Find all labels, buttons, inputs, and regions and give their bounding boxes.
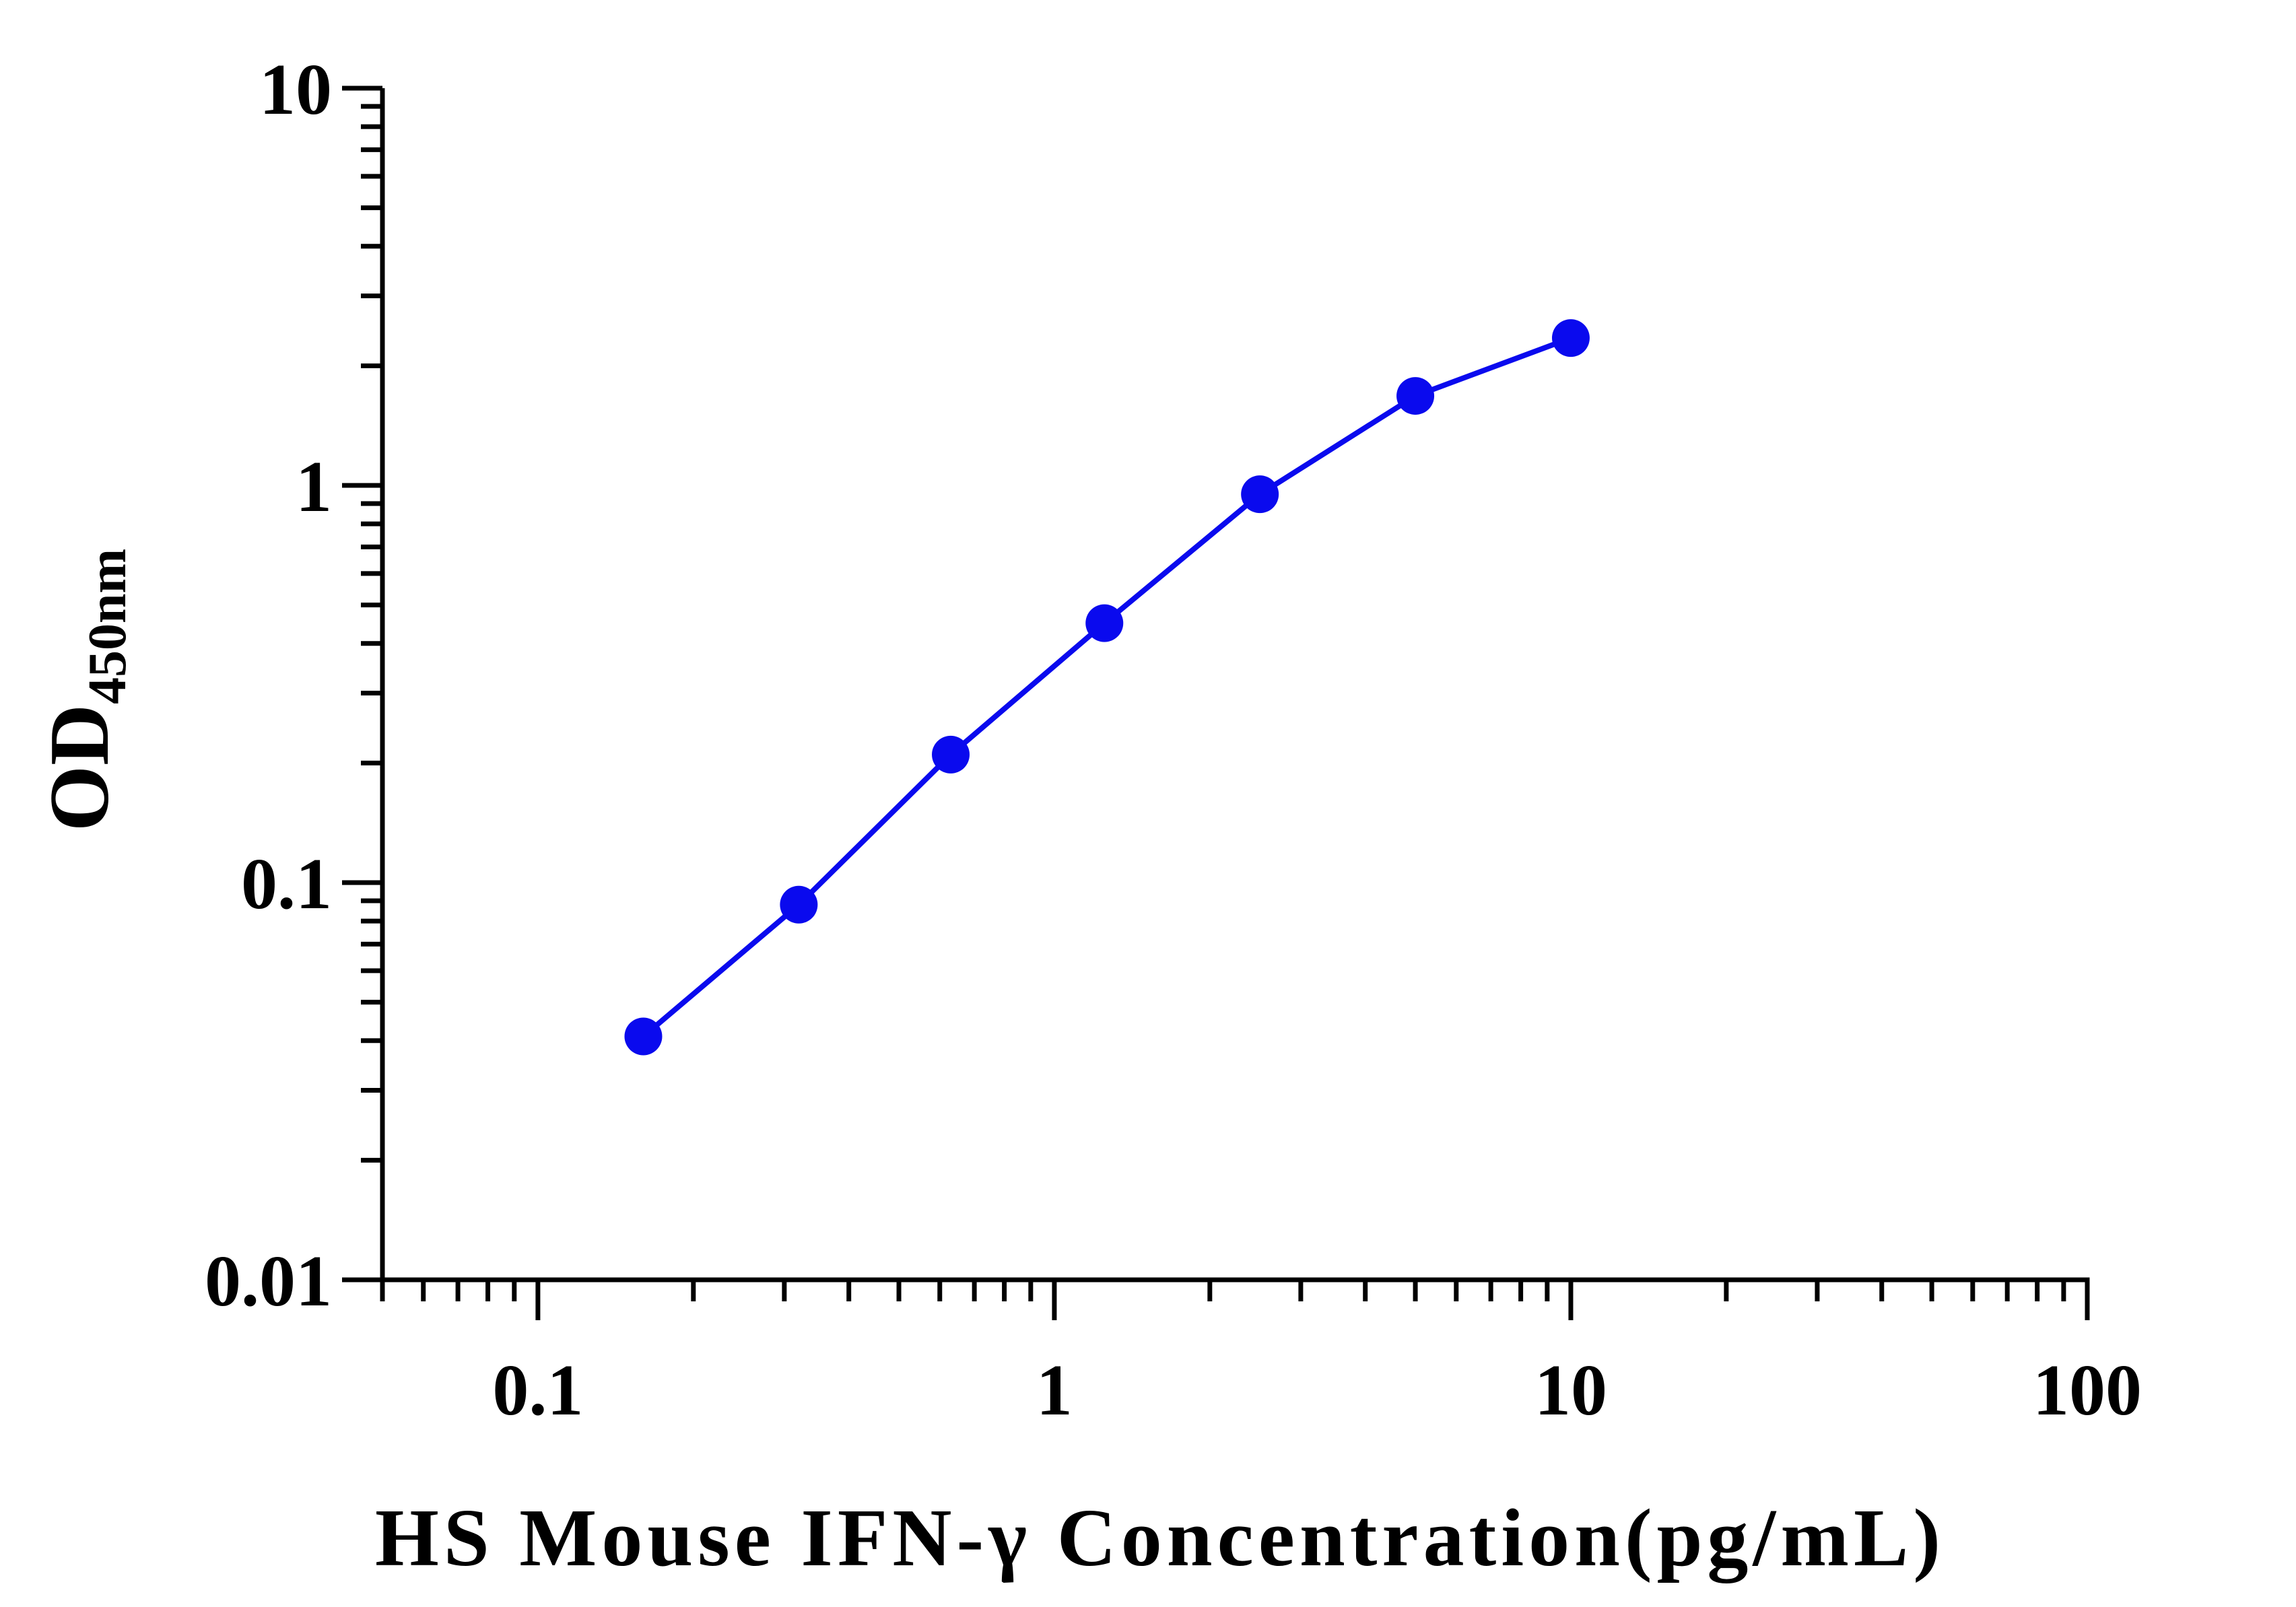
data-point <box>1551 319 1590 357</box>
svg-text:OD450nm: OD450nm <box>33 549 137 831</box>
x-tick-label: 1 <box>1036 1350 1073 1431</box>
y-axis-title: OD450nm <box>33 549 137 831</box>
x-tick-label: 10 <box>1534 1350 1607 1431</box>
y-tick-label: 0.1 <box>241 844 332 924</box>
y-tick-label: 10 <box>259 50 332 130</box>
series-layer <box>624 319 1590 1056</box>
data-point <box>932 735 970 774</box>
y-axis-title-main: OD <box>33 704 127 831</box>
axes: 0.01 0.1 1 10 0.1 1 10 100 <box>205 50 2142 1431</box>
data-point <box>1241 475 1279 514</box>
y-tick-label: 1 <box>296 447 332 527</box>
x-axis-title: HS Mouse IFN-γ Concentration(pg/mL) <box>375 1493 1945 1583</box>
y-axis-title-subscript: 450nm <box>78 549 137 704</box>
y-tick-label: 0.01 <box>205 1241 332 1322</box>
x-tick-label: 0.1 <box>492 1350 583 1431</box>
data-point <box>1396 377 1435 415</box>
series-line <box>641 335 1572 1039</box>
x-tick-label: 100 <box>2033 1350 2142 1431</box>
data-point <box>624 1017 663 1056</box>
data-point <box>780 885 818 924</box>
data-point <box>1085 604 1124 642</box>
